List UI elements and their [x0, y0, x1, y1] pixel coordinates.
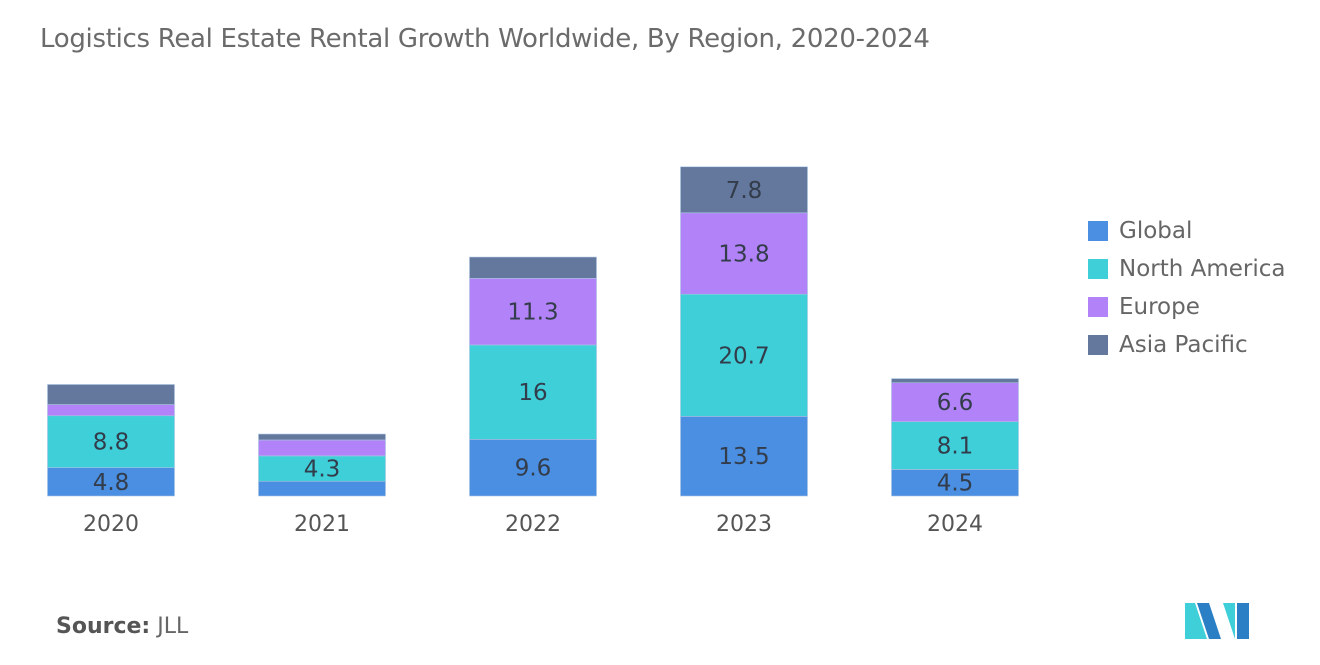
x-tick-label: 2021 [294, 512, 350, 537]
bar-segment-north-america-2022 [469, 344, 597, 440]
bar-segment-europe-2023 [680, 212, 808, 295]
bar-segment-europe-2021 [258, 439, 386, 457]
legend-label: Europe [1119, 294, 1200, 320]
data-label: 6.6 [937, 390, 974, 416]
bar-segment-global-2022 [469, 439, 597, 497]
source-label: Source: [56, 614, 151, 639]
bar-segment-global-2024 [891, 469, 1019, 497]
x-tick-label: 2020 [83, 512, 139, 537]
legend-item: North America [1088, 250, 1286, 288]
chart-title: Logistics Real Estate Rental Growth Worl… [40, 24, 930, 54]
bar-segment-europe-2024 [891, 382, 1019, 422]
data-label: 9.6 [515, 456, 552, 482]
data-label: 13.5 [718, 444, 769, 470]
bar-segment-asia-pacific-2022 [469, 256, 597, 279]
legend-swatch [1088, 297, 1108, 317]
data-label: 13.8 [718, 242, 769, 268]
bar-segment-asia-pacific-2021 [258, 433, 386, 441]
legend-swatch [1088, 221, 1108, 241]
data-label: 7.8 [726, 178, 763, 204]
data-label: 8.1 [937, 434, 974, 460]
legend-label: North America [1119, 256, 1286, 282]
bar-segment-global-2020 [47, 467, 175, 497]
stacked-bar-chart: 4.8 8.8 2020 4.3 2021 9.6 16 11.3 2022 13.5 20.7 13… [47, 166, 1019, 537]
x-tick-label: 2024 [927, 512, 983, 537]
mordor-logo [1185, 603, 1249, 639]
x-tick-label: 2022 [505, 512, 561, 537]
legend-swatch [1088, 335, 1108, 355]
bar-segment-global-2023 [680, 416, 808, 497]
data-label: 16 [518, 380, 547, 406]
data-label: 11.3 [507, 300, 558, 326]
x-tick-label: 2023 [716, 512, 772, 537]
data-label: 4.3 [304, 457, 341, 483]
bar-segment-global-2021 [258, 480, 386, 497]
data-label: 8.8 [93, 430, 130, 456]
source-value: JLL [157, 614, 189, 639]
bar-segment-asia-pacific-2020 [47, 384, 175, 405]
legend-item: Asia Pacific [1088, 326, 1286, 364]
legend-label: Global [1119, 218, 1193, 244]
bar-segment-north-america-2024 [891, 421, 1019, 470]
bar-segment-europe-2022 [469, 277, 597, 346]
bar-segment-asia-pacific-2023 [680, 166, 808, 214]
legend-item: Europe [1088, 288, 1286, 326]
bar-segment-north-america-2023 [680, 293, 808, 417]
data-label: 4.8 [93, 470, 130, 496]
bar-segment-asia-pacific-2024 [891, 378, 1019, 384]
data-label: 4.5 [937, 471, 974, 497]
data-label: 20.7 [718, 343, 769, 369]
source-note: Source: JLL [56, 614, 188, 639]
legend-label: Asia Pacific [1119, 332, 1248, 358]
legend-item: Global [1088, 212, 1286, 250]
bar-segment-north-america-2021 [258, 455, 386, 482]
bar-segment-europe-2020 [47, 404, 175, 417]
legend-swatch [1088, 259, 1108, 279]
legend: Global North America Europe Asia Pacific [1088, 212, 1286, 364]
